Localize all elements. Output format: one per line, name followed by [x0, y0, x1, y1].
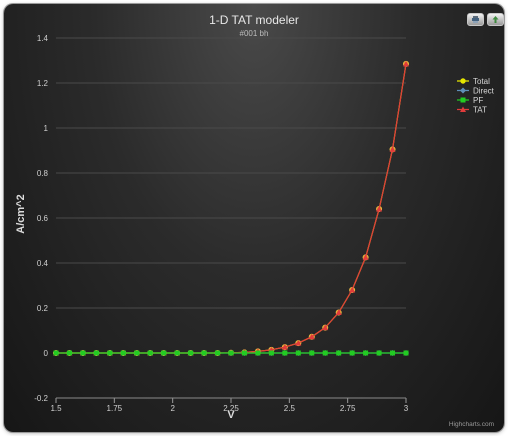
chart-subtitle: #001 bh [240, 29, 269, 38]
data-point-pf[interactable] [188, 350, 194, 356]
y-tick-label: -0.2 [34, 394, 48, 403]
data-point-tat[interactable] [389, 146, 396, 152]
data-point-pf[interactable] [228, 350, 234, 356]
x-tick-label: 2 [170, 404, 175, 413]
legend-swatch-marker [460, 97, 466, 103]
data-point-tat[interactable] [295, 340, 302, 346]
series-total [52, 60, 409, 356]
data-point-pf[interactable] [120, 350, 126, 356]
data-point-pf[interactable] [390, 350, 396, 356]
data-point-pf[interactable] [107, 350, 113, 356]
data-point-pf[interactable] [241, 350, 247, 356]
data-point-pf[interactable] [80, 350, 86, 356]
y-axis-ticks: -0.2 0 0.2 0.4 0.6 0.8 1 1.2 1.4 [34, 34, 48, 403]
legend-label: TAT [473, 106, 487, 115]
series-line-tat [56, 63, 407, 354]
data-point-pf[interactable] [66, 350, 72, 356]
data-point-pf[interactable] [295, 350, 301, 356]
export-icon [492, 16, 499, 23]
x-tick-label: 3 [404, 404, 409, 413]
y-tick-label: 0.2 [37, 304, 49, 313]
legend-swatch-marker [460, 78, 466, 84]
data-point-pf[interactable] [376, 350, 382, 356]
legend-label: Total [473, 77, 490, 86]
series-tat [53, 60, 409, 356]
x-tick-label: 2.75 [340, 404, 356, 413]
plot-series [52, 60, 409, 356]
data-point-pf[interactable] [215, 350, 221, 356]
chart-svg: 1-D TAT modeler #001 bh -0.2 0 0.2 0.4 0.6 0.… [15, 13, 495, 428]
data-point-pf[interactable] [53, 350, 59, 356]
data-point-pf[interactable] [201, 350, 207, 356]
y-tick-label: 0 [44, 349, 49, 358]
data-point-tat[interactable] [403, 60, 409, 67]
legend-label: Direct [473, 87, 495, 96]
data-point-pf[interactable] [255, 350, 261, 356]
data-point-tat[interactable] [362, 254, 369, 260]
series-line-total [56, 63, 407, 354]
legend-swatch-marker [460, 87, 466, 94]
data-point-tat[interactable] [349, 287, 356, 293]
legend-item-direct[interactable]: Direct [457, 87, 495, 96]
y-tick-label: 1 [44, 124, 49, 133]
data-point-pf[interactable] [403, 350, 409, 356]
data-point-tat[interactable] [308, 333, 315, 340]
grid [56, 37, 406, 399]
x-tick-label: 1.75 [107, 404, 123, 413]
x-tick-label: 2.25 [223, 404, 239, 413]
y-axis-label: A/cm^2 [15, 194, 27, 233]
data-point-pf[interactable] [134, 350, 140, 356]
data-point-pf[interactable] [363, 350, 369, 356]
x-axis-label: V [227, 409, 235, 421]
export-button[interactable] [487, 13, 504, 26]
y-tick-label: 0.6 [37, 214, 49, 223]
data-point-pf[interactable] [268, 350, 274, 356]
data-point-pf[interactable] [161, 350, 167, 356]
x-axis-ticks: 1.5 1.75 2 2.25 2.5 2.75 3 [50, 397, 409, 413]
data-point-tat[interactable] [322, 324, 329, 331]
y-tick-label: 1.4 [37, 34, 49, 43]
legend-item-total[interactable]: Total [457, 77, 490, 86]
data-point-tat[interactable] [376, 206, 383, 212]
y-tick-label: 1.2 [37, 79, 49, 88]
legend-label: PF [473, 96, 483, 105]
data-point-pf[interactable] [322, 350, 328, 356]
series-pf [53, 350, 409, 356]
printer-icon [472, 16, 479, 23]
legend-swatch-marker [460, 106, 466, 112]
data-point-tat[interactable] [281, 344, 288, 350]
legend-item-tat[interactable]: TAT [457, 106, 487, 115]
x-tick-label: 2.5 [284, 404, 296, 413]
data-point-pf[interactable] [336, 350, 342, 356]
data-point-pf[interactable] [349, 350, 355, 356]
chart-title: 1-D TAT modeler [209, 13, 299, 27]
data-point-pf[interactable] [93, 350, 99, 356]
y-tick-label: 0.4 [37, 259, 49, 268]
credit-link[interactable]: Highcharts.com [449, 421, 494, 428]
y-tick-label: 0.8 [37, 169, 49, 178]
chart-frame: 1-D TAT modeler #001 bh -0.2 0 0.2 0.4 0.6 0.… [4, 4, 504, 432]
data-point-tat[interactable] [335, 309, 342, 316]
x-tick-label: 1.5 [50, 404, 62, 413]
data-point-pf[interactable] [282, 350, 288, 356]
legend-item-pf[interactable]: PF [457, 96, 483, 105]
print-button[interactable] [467, 13, 484, 26]
data-point-pf[interactable] [309, 350, 315, 356]
data-point-pf[interactable] [147, 350, 153, 356]
data-point-pf[interactable] [174, 350, 180, 356]
